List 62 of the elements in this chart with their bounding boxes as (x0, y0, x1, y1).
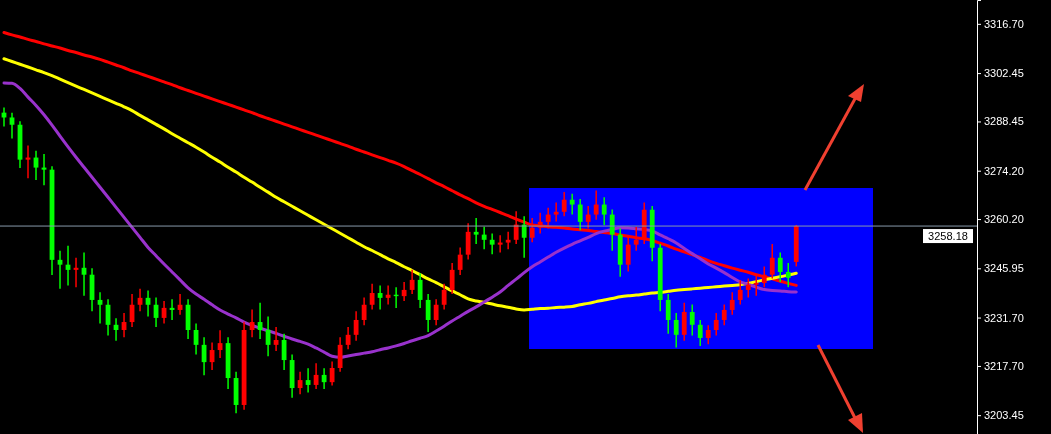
y-tick-label: 3203.45 (984, 409, 1024, 422)
candlestick (777, 251, 783, 283)
candlestick (505, 231, 511, 250)
candlestick (353, 310, 359, 342)
candlestick (345, 326, 351, 351)
candlestick (673, 312, 679, 349)
candlestick (529, 217, 535, 243)
candlestick (769, 243, 775, 280)
candlestick (625, 234, 631, 273)
candlestick (481, 225, 487, 250)
candlestick (665, 293, 671, 335)
y-tick-label: 3316.70 (984, 17, 1024, 30)
candlestick (401, 281, 407, 302)
y-tick-label: 3288.45 (984, 115, 1024, 128)
candlestick (377, 284, 383, 311)
candlestick (425, 293, 431, 333)
candlestick (561, 191, 567, 218)
candlestick (633, 225, 639, 252)
candlestick (361, 296, 367, 326)
y-tick-label: 3231.70 (984, 311, 1024, 324)
candlestick (385, 284, 391, 306)
y-tick-label: 3302.45 (984, 67, 1024, 80)
candlestick (705, 324, 711, 345)
candlestick (409, 269, 415, 295)
candlestick (745, 277, 751, 299)
candlestick (697, 319, 703, 347)
y-tick-label: 3260.20 (984, 213, 1024, 226)
candlestick (601, 196, 607, 226)
candlestick (433, 298, 439, 326)
candlestick (577, 198, 583, 231)
y-tick-label: 3245.95 (984, 262, 1024, 275)
candlestick (321, 367, 327, 390)
candlestick (609, 208, 615, 252)
candlestick (465, 222, 471, 261)
candlestick (593, 189, 599, 221)
candlestick (585, 205, 591, 230)
candlestick (713, 312, 719, 337)
candlestick (545, 206, 551, 230)
candlestick (329, 360, 335, 387)
candlestick (449, 262, 455, 295)
candlestick (369, 282, 375, 311)
candlestick (569, 193, 575, 216)
candlestick (681, 301, 687, 342)
candlestick (729, 291, 735, 316)
candlestick (785, 262, 791, 288)
candlestick (553, 201, 559, 223)
line-series (2, 57, 798, 312)
candlestick (489, 232, 495, 256)
y-tick-label: 3217.70 (984, 359, 1024, 372)
candlestick (721, 303, 727, 326)
candlestick (497, 234, 503, 254)
candlestick (337, 336, 343, 373)
candlestick (9, 111, 15, 140)
y-tick-label: 3274.20 (984, 164, 1024, 177)
ref-line-label: 3258.18 (928, 230, 968, 243)
candlestick (737, 279, 743, 306)
candlestick (689, 303, 695, 337)
candlestick (473, 217, 479, 245)
candlestick (313, 362, 319, 390)
candlestick (441, 282, 447, 311)
candlestick (417, 272, 423, 309)
candlestick (457, 246, 463, 276)
